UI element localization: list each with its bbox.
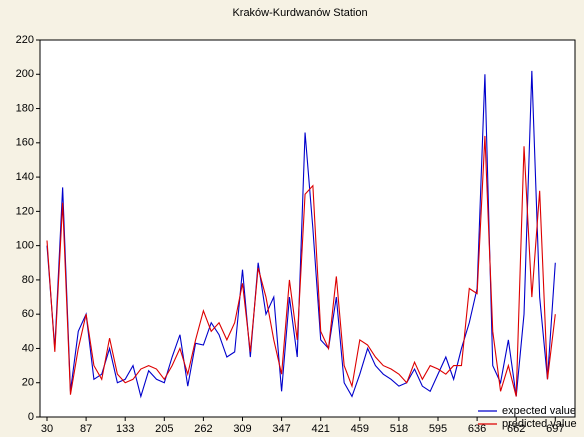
x-tick-label: 662 — [507, 423, 525, 435]
x-tick-label: 87 — [80, 423, 92, 435]
x-tick-label: 205 — [155, 423, 173, 435]
y-tick-label: 20 — [22, 377, 34, 389]
y-tick-label: 80 — [22, 274, 34, 286]
y-tick-label: 160 — [16, 137, 34, 149]
x-tick-label: 262 — [194, 423, 212, 435]
x-tick-label: 30 — [41, 423, 53, 435]
y-tick-label: 0 — [28, 411, 34, 423]
x-tick-label: 133 — [116, 423, 134, 435]
y-tick-label: 120 — [16, 205, 34, 217]
legend-label: expected value — [502, 405, 576, 417]
y-tick-label: 220 — [16, 34, 34, 46]
chart-title: Kraków-Kurdwanów Station — [232, 7, 367, 19]
plot-area — [39, 39, 576, 418]
y-tick-label: 180 — [16, 102, 34, 114]
y-tick-label: 140 — [16, 171, 34, 183]
x-tick-label: 347 — [272, 423, 290, 435]
x-tick-label: 421 — [312, 423, 330, 435]
x-tick-label: 636 — [468, 423, 486, 435]
legend-label: predicted value — [502, 418, 577, 430]
y-tick-label: 40 — [22, 342, 34, 354]
x-tick-label: 518 — [390, 423, 408, 435]
series-line — [46, 135, 556, 397]
y-tick-label: 60 — [22, 308, 34, 320]
x-tick-label: 459 — [351, 423, 369, 435]
x-tick-label: 309 — [233, 423, 251, 435]
series-line — [46, 70, 556, 399]
x-tick-label: 697 — [546, 423, 564, 435]
y-tick-label: 100 — [16, 240, 34, 252]
x-tick-label: 595 — [429, 423, 447, 435]
y-tick-label: 200 — [16, 68, 34, 80]
